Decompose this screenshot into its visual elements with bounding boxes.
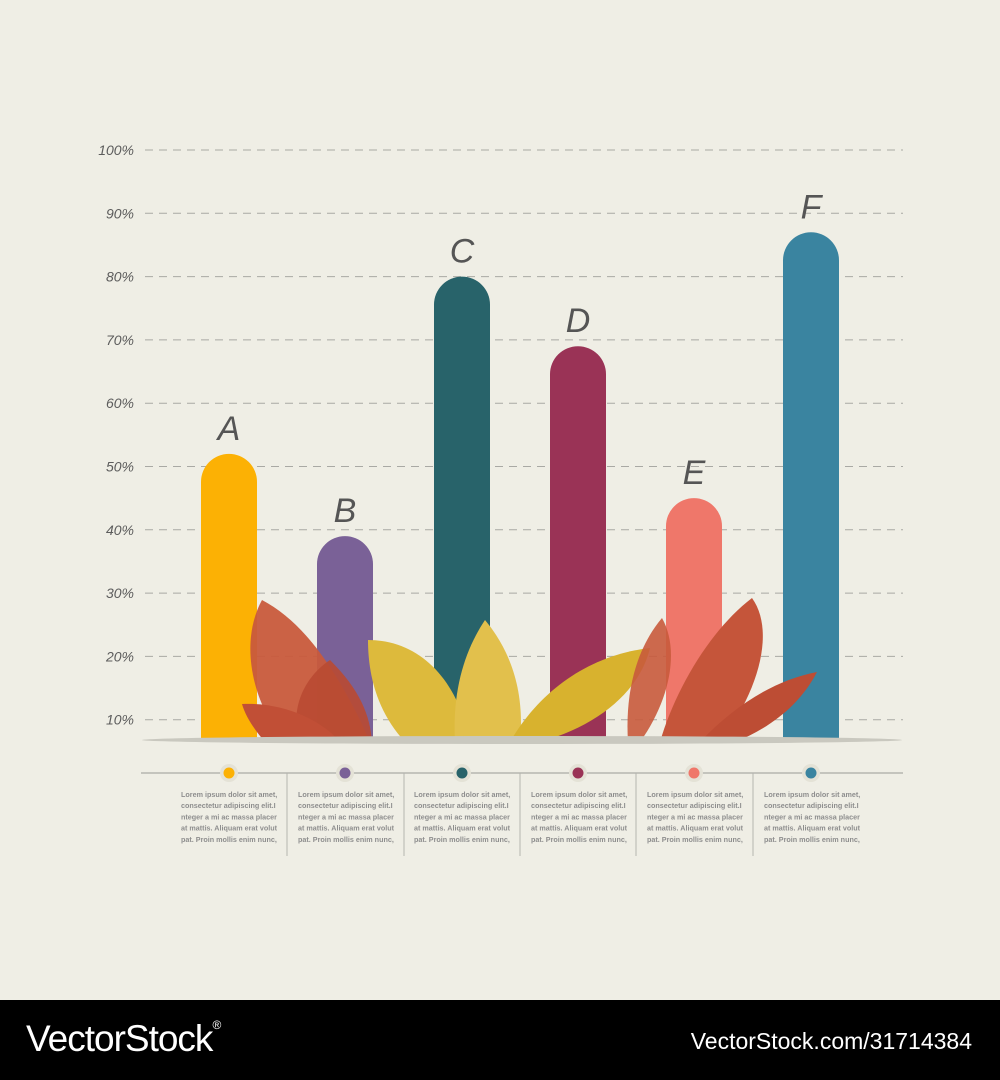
red-leaf-left-2: [296, 660, 372, 742]
description-line: at mattis. Aliquam erat volut: [298, 824, 395, 833]
leaf-decoration: [242, 598, 817, 742]
legend-dot-d: [572, 767, 584, 779]
y-tick-label: 20%: [105, 648, 134, 664]
description-line: Lorem ipsum dolor sit amet,: [414, 790, 510, 799]
bar-label-a: A: [216, 410, 241, 448]
description-line: at mattis. Aliquam erat volut: [414, 824, 511, 833]
legend-dot-f: [805, 767, 817, 779]
description-line: Lorem ipsum dolor sit amet,: [298, 790, 394, 799]
description-line: Lorem ipsum dolor sit amet,: [181, 790, 277, 799]
yellow-leaf-2: [454, 620, 521, 742]
description-line: Lorem ipsum dolor sit amet,: [764, 790, 860, 799]
bar-label-e: E: [683, 454, 706, 492]
description-line: consectetur adipiscing elit.I: [414, 801, 509, 810]
description-line: nteger a mi ac massa placer: [764, 812, 860, 821]
description-line: consectetur adipiscing elit.I: [764, 801, 859, 810]
red-leaf-right-3: [700, 672, 817, 742]
description-line: at mattis. Aliquam erat volut: [181, 824, 278, 833]
description-line: nteger a mi ac massa placer: [647, 812, 743, 821]
description-line: pat. Proin mollis enim nunc,: [647, 835, 743, 844]
y-tick-label: 90%: [106, 205, 134, 221]
legend-dot-e: [688, 767, 700, 779]
y-tick-label: 80%: [106, 269, 134, 285]
description-line: pat. Proin mollis enim nunc,: [764, 835, 860, 844]
legend-dot-c: [456, 767, 468, 779]
description-line: pat. Proin mollis enim nunc,: [531, 835, 627, 844]
y-tick-label: 50%: [106, 459, 134, 475]
description-line: pat. Proin mollis enim nunc,: [298, 835, 394, 844]
legend-row: Lorem ipsum dolor sit amet, consectetur a…: [181, 764, 861, 856]
y-tick-label: 60%: [106, 395, 134, 411]
bar-label-b: B: [334, 492, 357, 530]
y-tick-label: 30%: [106, 585, 134, 601]
description-line: consectetur adipiscing elit.I: [531, 801, 626, 810]
ground-shadow: [142, 736, 902, 744]
description-line: consectetur adipiscing elit.I: [647, 801, 742, 810]
description-line: nteger a mi ac massa placer: [414, 812, 510, 821]
description-line: consectetur adipiscing elit.I: [181, 801, 276, 810]
yellow-leaf-3: [510, 648, 650, 742]
description-line: nteger a mi ac massa placer: [181, 812, 277, 821]
y-tick-label: 10%: [106, 712, 134, 728]
description-line: pat. Proin mollis enim nunc,: [414, 835, 510, 844]
watermark-brand: VectorStock®: [26, 1018, 221, 1059]
description-line: at mattis. Aliquam erat volut: [531, 824, 628, 833]
bar-label-f: F: [801, 188, 824, 226]
bar-label-c: C: [450, 233, 475, 271]
description-line: consectetur adipiscing elit.I: [298, 801, 393, 810]
bar-labels: A B C D E F: [216, 188, 824, 530]
bar-label-d: D: [566, 302, 591, 340]
red-leaf-left-3: [242, 703, 340, 742]
description-line: pat. Proin mollis enim nunc,: [181, 835, 277, 844]
y-tick-label: 40%: [106, 522, 134, 538]
y-tick-label: 70%: [106, 332, 134, 348]
bar-a: [201, 453, 257, 742]
yellow-leaf-1: [368, 640, 470, 742]
watermark-id: VectorStock.com/31714384: [690, 1028, 972, 1054]
description-line: nteger a mi ac massa placer: [531, 812, 627, 821]
bar-chart: 10% 20% 30% 40% 50% 60% 70% 80% 90% 100% A B C D E F L…: [98, 142, 903, 856]
bar-d: [550, 346, 606, 742]
bar-c: [434, 276, 490, 742]
description-line: Lorem ipsum dolor sit amet,: [531, 790, 627, 799]
description-line: at mattis. Aliquam erat volut: [647, 824, 744, 833]
description-line: Lorem ipsum dolor sit amet,: [647, 790, 743, 799]
description-line: at mattis. Aliquam erat volut: [764, 824, 861, 833]
legend-dot-a: [223, 767, 235, 779]
legend-dot-b: [339, 767, 351, 779]
y-tick-label: 100%: [98, 142, 134, 158]
red-leaf-right-1: [627, 618, 671, 742]
watermark-bar: VectorStock® VectorStock.com/31714384: [0, 1000, 1000, 1080]
red-leaf-right-2: [660, 598, 763, 742]
bar-f: [783, 232, 839, 742]
description-line: nteger a mi ac massa placer: [298, 812, 394, 821]
grid-lines: 10% 20% 30% 40% 50% 60% 70% 80% 90% 100%: [98, 142, 903, 728]
